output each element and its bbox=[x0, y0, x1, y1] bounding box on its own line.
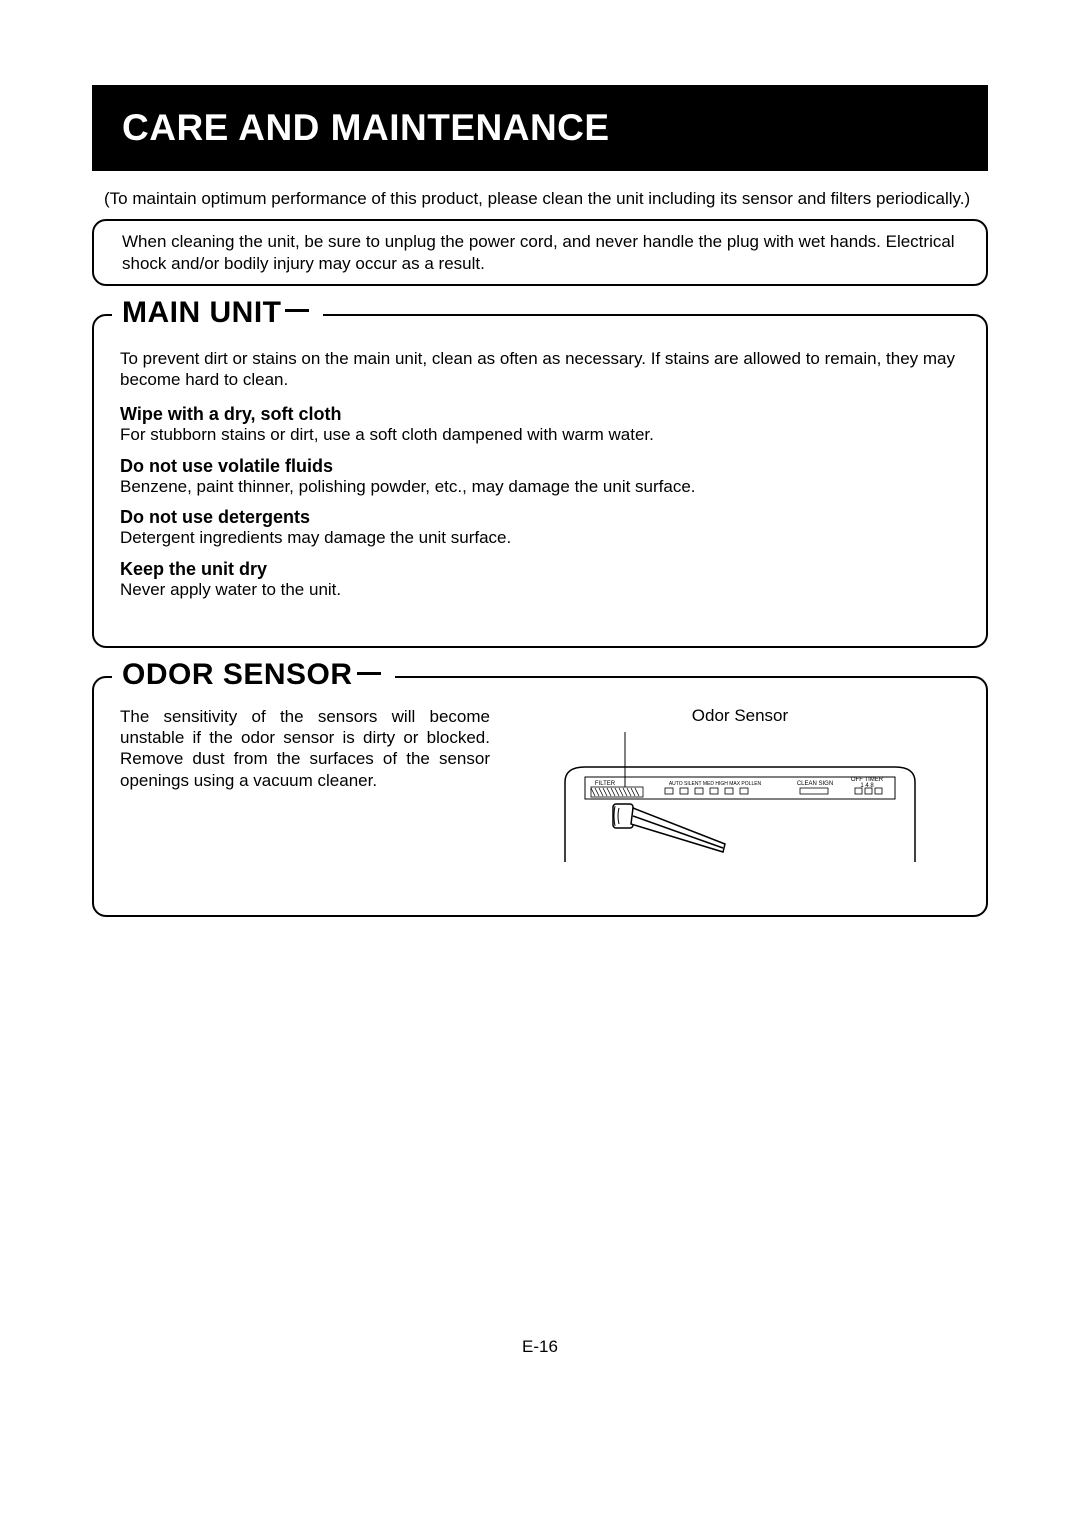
odor-sensor-legend: ODOR SENSOR bbox=[112, 658, 395, 692]
page-title-block: CARE AND MAINTENANCE bbox=[92, 85, 988, 171]
item-body: Detergent ingredients may damage the uni… bbox=[120, 528, 960, 548]
manual-page: CARE AND MAINTENANCE (To maintain optimu… bbox=[0, 0, 1080, 1527]
odor-sensor-figure-label: Odor Sensor bbox=[520, 706, 960, 726]
item-body: For stubborn stains or dirt, use a soft … bbox=[120, 425, 960, 445]
odor-sensor-section: ODOR SENSOR The sensitivity of the senso… bbox=[92, 676, 988, 917]
warning-text: When cleaning the unit, be sure to unplu… bbox=[122, 232, 955, 272]
panel-label-modes: AUTO SILENT MED HIGH MAX POLLEN bbox=[669, 781, 762, 787]
main-unit-item: Do not use detergents Detergent ingredie… bbox=[120, 507, 960, 548]
odor-sensor-figure: Odor Sensor bbox=[520, 706, 960, 867]
main-unit-intro: To prevent dirt or stains on the main un… bbox=[120, 348, 960, 391]
odor-sensor-diagram-icon: FILTER AUTO SILENT MED HIGH MAX POLLEN C… bbox=[555, 732, 925, 862]
main-unit-item: Keep the unit dry Never apply water to t… bbox=[120, 559, 960, 600]
main-unit-legend: MAIN UNIT bbox=[112, 296, 323, 330]
warning-box: When cleaning the unit, be sure to unplu… bbox=[92, 219, 988, 286]
main-unit-item: Wipe with a dry, soft cloth For stubborn… bbox=[120, 404, 960, 445]
odor-sensor-row: The sensitivity of the sensors will beco… bbox=[120, 706, 960, 867]
item-title: Keep the unit dry bbox=[120, 559, 960, 580]
main-unit-item: Do not use volatile fluids Benzene, pain… bbox=[120, 456, 960, 497]
legend-text: ODOR SENSOR bbox=[122, 658, 353, 691]
page-intro: (To maintain optimum performance of this… bbox=[104, 189, 988, 209]
item-title: Do not use volatile fluids bbox=[120, 456, 960, 477]
main-unit-section: MAIN UNIT To prevent dirt or stains on t… bbox=[92, 314, 988, 648]
page-title: CARE AND MAINTENANCE bbox=[122, 107, 958, 149]
panel-label-filter: FILTER bbox=[595, 781, 616, 787]
legend-text: MAIN UNIT bbox=[122, 296, 281, 329]
item-body: Never apply water to the unit. bbox=[120, 580, 960, 600]
legend-dash-icon bbox=[285, 309, 309, 312]
page-number: E-16 bbox=[0, 1337, 1080, 1357]
legend-dash-icon bbox=[357, 672, 381, 675]
item-title: Do not use detergents bbox=[120, 507, 960, 528]
item-title: Wipe with a dry, soft cloth bbox=[120, 404, 960, 425]
item-body: Benzene, paint thinner, polishing powder… bbox=[120, 477, 960, 497]
odor-sensor-text: The sensitivity of the sensors will beco… bbox=[120, 706, 490, 867]
panel-label-clean: CLEAN SIGN bbox=[797, 781, 833, 787]
